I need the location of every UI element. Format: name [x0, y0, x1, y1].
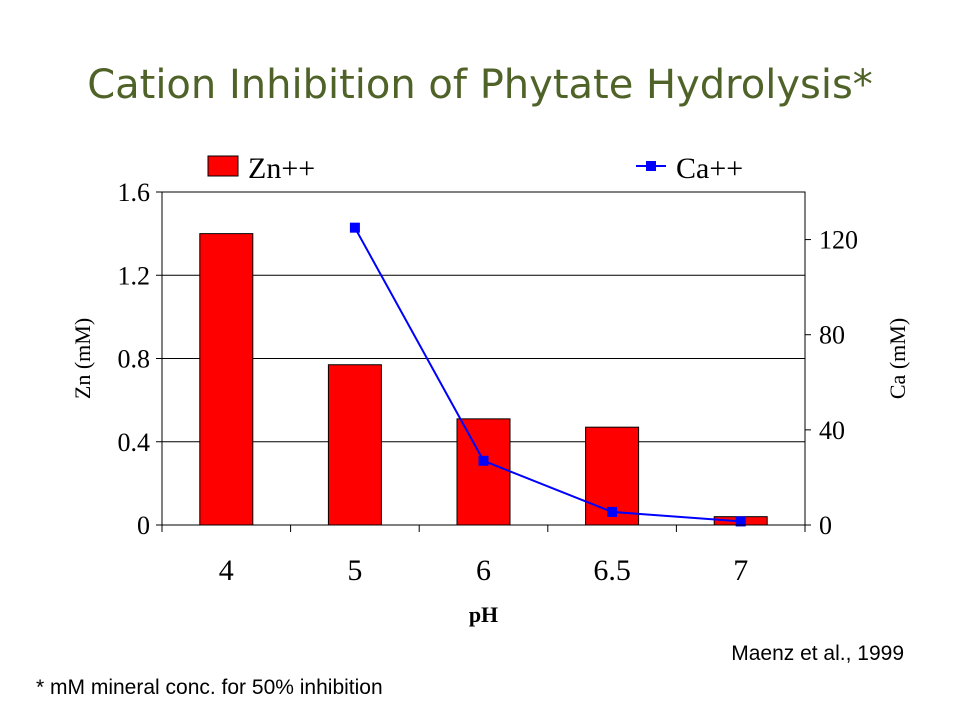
point-ca-5: [349, 222, 360, 233]
legend: Zn++ Ca++: [207, 152, 743, 185]
legend-label-ca: Ca++: [676, 152, 743, 185]
point-ca-6.5: [607, 506, 618, 517]
x-tick-label: 4: [219, 554, 234, 587]
bar-zn-6: [456, 418, 511, 526]
citation: Maenz et al., 1999: [731, 642, 904, 665]
bar-zn-5: [327, 364, 382, 526]
y-axis-label-right: Ca (mM): [885, 318, 910, 399]
y-tick-label-right: 120: [819, 226, 858, 255]
slide-title: Cation Inhibition of Phytate Hydrolysis*: [87, 62, 873, 108]
y-tick-label-left: 1.6: [118, 178, 151, 207]
ca-series-line: [354, 227, 741, 523]
y-tick-label-left: 0.8: [118, 345, 151, 374]
x-tick-label: 6: [476, 554, 491, 587]
point-ca-7: [735, 516, 746, 527]
x-tick-label: 7: [733, 554, 748, 587]
footnote: * mM mineral conc. for 50% inhibition: [36, 676, 383, 699]
legend-label-zn: Zn++: [248, 152, 315, 185]
zn-bars: [199, 233, 768, 526]
axis-ticks: 0 0.4 0.8 1.2 1.6 0 40 80 120 4 5 6 6.5 7: [118, 178, 859, 587]
bar-zn-4: [199, 233, 254, 526]
ca-line: [349, 222, 746, 527]
y-tick-label-left: 0.4: [118, 428, 151, 457]
y-tick-label-left: 0: [137, 511, 150, 540]
x-axis-label: pH: [469, 602, 498, 627]
point-ca-6: [478, 455, 489, 466]
legend-marker-ca: [646, 161, 656, 171]
x-tick-label: 5: [347, 554, 362, 587]
legend-swatch-zn: [207, 155, 239, 177]
y-tick-label-left: 1.2: [118, 261, 151, 290]
y-tick-label-right: 80: [819, 321, 845, 350]
y-axis-label-left: Zn (mM): [70, 318, 95, 399]
y-tick-label-right: 40: [819, 416, 845, 445]
y-tick-label-right: 0: [819, 511, 832, 540]
x-tick-label: 6.5: [593, 554, 631, 587]
